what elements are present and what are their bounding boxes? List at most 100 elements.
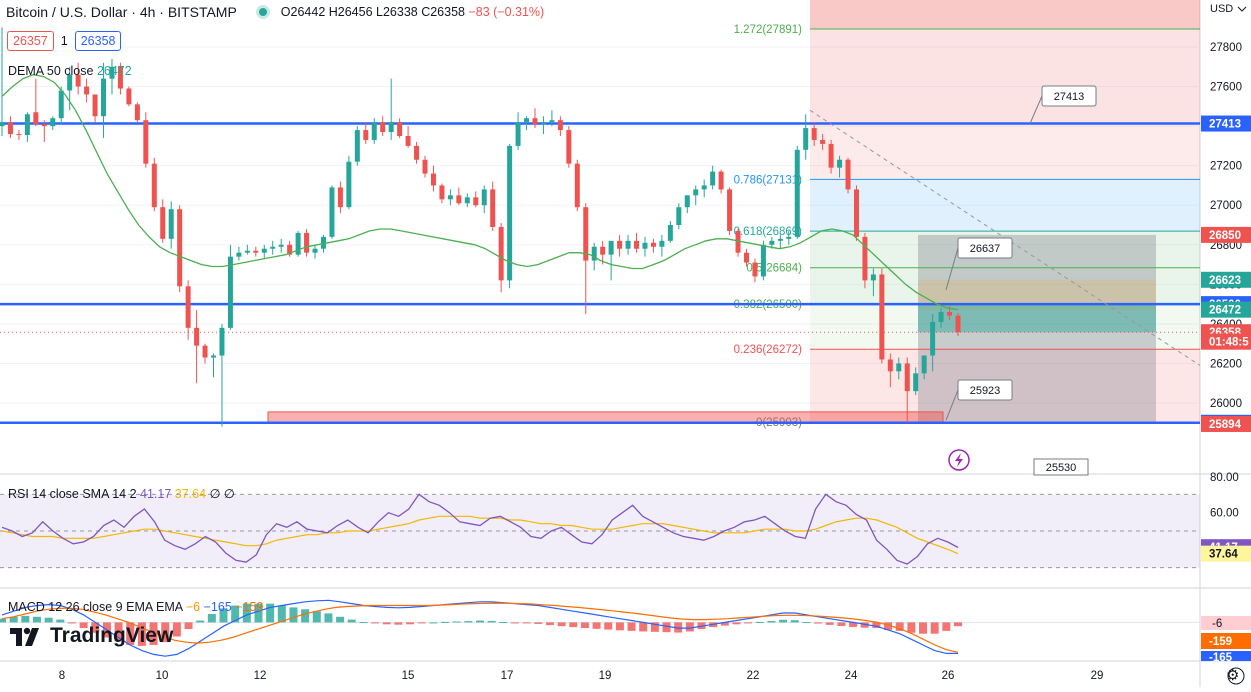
- macd-hist-bar: [44, 617, 53, 623]
- macd-hist-bar: [336, 616, 345, 623]
- callout-27413-pointer: [1029, 95, 1043, 124]
- candle-body: [143, 120, 149, 164]
- candle-body: [67, 74, 73, 91]
- macd-hist-bar: [9, 616, 18, 623]
- candle-body: [430, 173, 436, 186]
- candle-body: [304, 232, 310, 253]
- tradingview-logo[interactable]: TradingView: [10, 624, 173, 648]
- candle-body: [7, 122, 13, 135]
- candle-body: [583, 207, 589, 261]
- time-tick-label: 10: [156, 670, 169, 682]
- price-label-text: 26472: [1209, 305, 1241, 317]
- time-tick-label: 24: [845, 670, 858, 682]
- macd-hist-bar: [802, 622, 811, 624]
- candle-body: [126, 88, 132, 105]
- candle-body: [828, 143, 834, 168]
- candle-body: [913, 373, 919, 392]
- macd-hist-bar: [394, 622, 403, 625]
- candle-body: [117, 66, 123, 89]
- rsi-sma-tag-text: 37.64: [1209, 549, 1238, 561]
- macd-hist-bar: [615, 622, 624, 631]
- macd-hist-tag: [1201, 616, 1251, 630]
- candle-body: [540, 122, 546, 125]
- symbol-title[interactable]: Bitcoin / U.S. Dollar · 4h · BITSTAMP: [6, 4, 237, 20]
- macd-signal-tag-text: -159: [1209, 636, 1232, 648]
- candle-body: [422, 159, 428, 174]
- fib-zone-382: [810, 304, 1200, 350]
- fib-zone-top: [810, 0, 1200, 124]
- macd-hist-bar: [779, 619, 788, 623]
- macd-hist-bar: [872, 622, 881, 629]
- candle-body: [354, 130, 360, 162]
- tradingview-logo-icon: [10, 627, 39, 646]
- macd-hist-bar: [814, 622, 823, 624]
- time-tick-label: 22: [747, 670, 760, 682]
- macd-hist-bar: [662, 622, 671, 633]
- macd-hist-bar: [301, 609, 310, 623]
- candle-body: [879, 274, 885, 360]
- candle-body: [24, 114, 30, 136]
- macd-hist-bar: [452, 621, 461, 623]
- candle-body: [727, 189, 733, 231]
- candle-body: [760, 244, 766, 277]
- candle-body: [735, 230, 741, 253]
- macd-hist-bar: [56, 619, 65, 623]
- candle-body: [84, 86, 90, 95]
- settings-gear-icon[interactable]: ⚙: [1226, 667, 1240, 684]
- candle-body: [447, 195, 453, 200]
- candle-body: [295, 232, 301, 255]
- candle-body: [490, 189, 496, 227]
- candle-body: [134, 104, 140, 121]
- candle-body: [101, 78, 107, 117]
- rsi-line: [1, 493, 959, 565]
- candle-body: [92, 94, 98, 117]
- spread-value: 1: [60, 34, 68, 48]
- macd-hist-bar: [67, 622, 76, 624]
- callout-25530-text: 25530: [1046, 462, 1077, 474]
- candle-body: [253, 250, 259, 253]
- candle-body: [566, 130, 572, 164]
- callout-27413-box: [1041, 85, 1097, 107]
- candle-body: [320, 236, 326, 249]
- fib-zone-618: [810, 179, 1200, 232]
- macd-hist-bar: [849, 622, 858, 627]
- market-open-indicator: [258, 8, 267, 16]
- macd-line-tag-text: -165: [1209, 652, 1233, 664]
- candle-body: [786, 236, 792, 239]
- sell-price-button[interactable]: 26357: [7, 31, 54, 51]
- candle-body: [312, 248, 318, 253]
- buy-price-button[interactable]: 26358: [74, 31, 122, 51]
- macd-hist-bar: [347, 619, 356, 623]
- price-label-text: 26623: [1209, 275, 1241, 287]
- settings-gear-ring: [1227, 667, 1245, 685]
- macd-line-tag: [1201, 651, 1251, 661]
- rsi-sma-tag: [1201, 545, 1251, 562]
- macd-hist-bar: [161, 622, 170, 643]
- candle-body: [194, 327, 200, 346]
- macd-hist-bar: [32, 616, 41, 623]
- macd-hist-bar: [172, 622, 181, 637]
- candle-body: [955, 315, 961, 333]
- candle-body: [777, 238, 783, 241]
- candle-body: [557, 120, 563, 131]
- macd-hist-bar: [604, 622, 613, 630]
- rsi-legend[interactable]: RSI 14 close SMA 14 2 41.17 37.64 ∅ ∅: [8, 486, 235, 501]
- macd-legend[interactable]: MACD 12 26 close 9 EMA EMA −6 −165 −159: [8, 600, 263, 614]
- macd-hist-bar: [184, 622, 193, 629]
- time-tick-label: 19: [599, 670, 612, 682]
- candle-body: [202, 345, 208, 358]
- candle-body: [862, 236, 868, 281]
- dema-legend[interactable]: DEMA 50 close 26472: [8, 64, 132, 78]
- candle-body: [752, 262, 758, 277]
- candle-body: [50, 118, 56, 127]
- price-label-tag: [1201, 415, 1251, 432]
- candle-body: [659, 240, 665, 247]
- candle-body: [388, 122, 394, 133]
- macd-hist-bar: [755, 622, 764, 624]
- candle-body: [397, 122, 403, 136]
- macd-hist-tag-text: -6: [1212, 618, 1222, 630]
- ohlc-values: O26442 H26456 L26338 C26358: [280, 5, 465, 19]
- callout-25923-box: [957, 379, 1013, 401]
